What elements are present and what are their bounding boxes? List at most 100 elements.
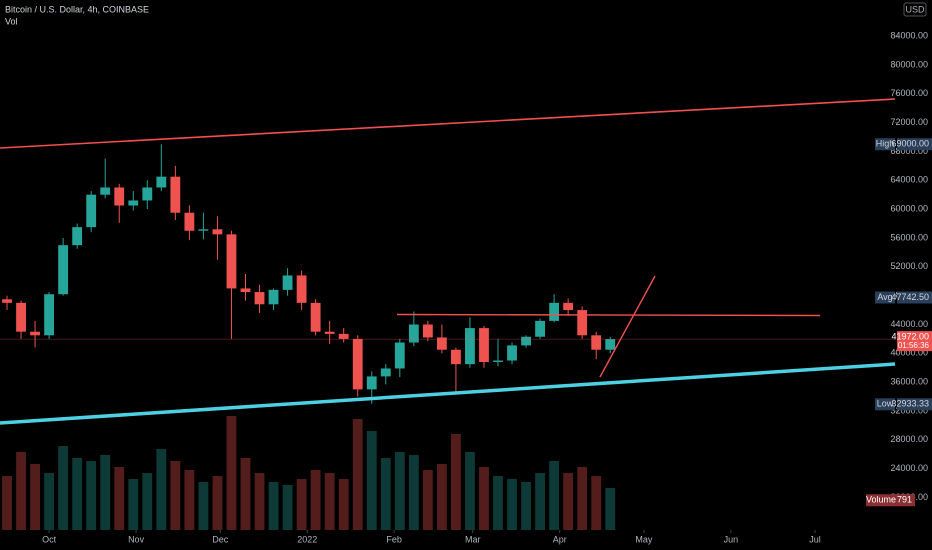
volume-bar bbox=[240, 458, 251, 530]
volume-bar bbox=[479, 467, 489, 530]
y-tick-label: 56000.00 bbox=[890, 232, 928, 242]
price-axis: 20000.0024000.0028000.0032000.0036000.00… bbox=[42, 30, 932, 544]
candle-body bbox=[142, 187, 153, 201]
volume-bar bbox=[310, 470, 321, 530]
marker-name-badge bbox=[875, 291, 895, 304]
y-tick-label: 32000.00 bbox=[890, 405, 928, 415]
marker-name-badge bbox=[875, 398, 895, 411]
volume-bar bbox=[268, 482, 279, 530]
candle-body bbox=[451, 349, 461, 365]
countdown-label: 01:56:36 bbox=[898, 341, 930, 350]
y-tick-label: 80000.00 bbox=[890, 59, 928, 69]
volume-bar bbox=[535, 473, 545, 530]
candle-body bbox=[408, 324, 419, 343]
volume-bar bbox=[465, 452, 475, 530]
volume-bar bbox=[296, 479, 307, 530]
candle-body bbox=[366, 376, 377, 390]
volume-bar bbox=[521, 482, 531, 530]
volume-name-badge bbox=[866, 494, 897, 507]
candle-body bbox=[226, 234, 237, 289]
volume-bar bbox=[591, 476, 602, 530]
marker-name-badge bbox=[875, 138, 895, 151]
volume-bar bbox=[184, 470, 195, 530]
candle-body bbox=[296, 275, 307, 303]
y-tick-label: 72000.00 bbox=[890, 117, 928, 127]
x-tick-label: May bbox=[635, 534, 653, 544]
volume-bar bbox=[493, 476, 503, 530]
volume-bar bbox=[30, 464, 40, 530]
volume-bar bbox=[128, 479, 139, 530]
volume-bar bbox=[226, 416, 237, 530]
breakout-line bbox=[599, 275, 656, 378]
candle-body bbox=[605, 339, 616, 350]
candle-body bbox=[72, 227, 83, 246]
volume-bar bbox=[324, 473, 335, 530]
x-tick-label: Oct bbox=[42, 534, 57, 544]
volume-bar bbox=[16, 452, 26, 530]
volume-bar bbox=[2, 476, 12, 530]
volume-bar bbox=[198, 482, 209, 530]
marker-value: 69000.00 bbox=[891, 139, 929, 149]
candle-body bbox=[521, 336, 531, 346]
candle-body bbox=[268, 289, 279, 305]
support-trend-line bbox=[0, 362, 896, 425]
candle-body bbox=[479, 328, 489, 362]
volume-bar bbox=[114, 467, 125, 530]
candle-body bbox=[58, 245, 69, 295]
volume-bar bbox=[212, 476, 223, 530]
volume-bar bbox=[352, 419, 363, 530]
volume-bar bbox=[254, 473, 265, 530]
resistance-line bbox=[396, 313, 821, 317]
volume-bar bbox=[408, 455, 419, 530]
x-tick-label: Apr bbox=[553, 534, 567, 544]
y-tick-label: 36000.00 bbox=[890, 377, 928, 387]
y-tick-label: 60000.00 bbox=[890, 203, 928, 213]
volume-bar bbox=[100, 455, 111, 530]
plot-area bbox=[0, 144, 895, 530]
candle-body bbox=[394, 342, 405, 369]
marker-name: Avg bbox=[877, 292, 892, 302]
candle-body bbox=[156, 176, 167, 188]
x-tick-label: Mar bbox=[465, 534, 481, 544]
volume-bar bbox=[549, 461, 560, 530]
marker-value: 32933.33 bbox=[891, 399, 929, 409]
candle-body bbox=[282, 275, 293, 290]
volume-bar bbox=[451, 434, 461, 530]
candle-body bbox=[128, 200, 139, 206]
volume-bar bbox=[366, 431, 377, 530]
candle-body bbox=[436, 337, 447, 350]
candle-body bbox=[2, 299, 12, 303]
y-tick-label: 52000.00 bbox=[890, 261, 928, 271]
marker-value-badge bbox=[897, 138, 932, 151]
y-tick-label: 24000.00 bbox=[890, 463, 928, 473]
y-tick-label: 84000.00 bbox=[890, 30, 928, 40]
marker-value-badge bbox=[897, 398, 932, 411]
candle-body bbox=[310, 302, 321, 332]
candle-body bbox=[86, 194, 97, 228]
volume-bar bbox=[338, 479, 349, 530]
x-tick-label: Dec bbox=[212, 534, 229, 544]
y-tick-label: 44000.00 bbox=[890, 319, 928, 329]
marker-name: High bbox=[876, 139, 895, 149]
y-tick-label: 68000.00 bbox=[890, 146, 928, 156]
volume-bar bbox=[72, 458, 83, 530]
x-tick-label: 2022 bbox=[297, 534, 317, 544]
candle-body bbox=[465, 328, 475, 365]
candle-body bbox=[240, 288, 251, 293]
candle-body bbox=[380, 368, 391, 377]
currency-box[interactable] bbox=[903, 2, 927, 17]
candle-body bbox=[100, 187, 111, 195]
volume-bar bbox=[563, 473, 574, 530]
marker-name: Low bbox=[877, 399, 894, 409]
candle-body bbox=[114, 187, 125, 206]
candle-body bbox=[493, 360, 503, 362]
candle-body bbox=[507, 345, 517, 361]
currency[interactable]: USD bbox=[905, 4, 925, 14]
candle-body bbox=[254, 292, 265, 305]
candle-body bbox=[563, 302, 574, 311]
candle-body bbox=[324, 331, 335, 334]
x-tick-label: Jul bbox=[809, 534, 821, 544]
